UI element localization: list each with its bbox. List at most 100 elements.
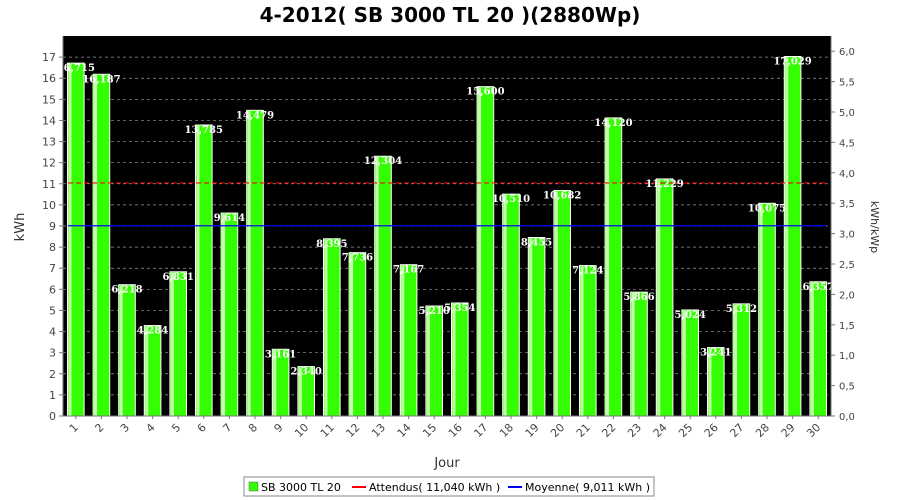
y2-tick-label: 2,0 bbox=[839, 290, 855, 301]
bar-highlight bbox=[606, 118, 610, 417]
data-label: 5,024 bbox=[675, 310, 706, 321]
y2-tick-label: 0,5 bbox=[839, 382, 855, 393]
x-tick-label: 20 bbox=[548, 421, 567, 440]
x-tick-label: 28 bbox=[753, 421, 772, 440]
data-label: 8,395 bbox=[316, 239, 347, 250]
y-tick-label: 17 bbox=[42, 51, 56, 64]
plot-area: 012345678910111213141516170,00,51,01,52,… bbox=[42, 36, 855, 440]
legend-label: Attendus( 11,040 kWh ) bbox=[369, 481, 500, 494]
data-label: 6,831 bbox=[163, 272, 194, 283]
y-tick-label: 8 bbox=[49, 241, 56, 254]
x-tick-label: 15 bbox=[420, 421, 439, 440]
y2-tick-label: 4,5 bbox=[839, 138, 855, 149]
x-tick-label: 11 bbox=[318, 421, 337, 440]
bar-highlight bbox=[375, 157, 379, 416]
data-label: 6,357 bbox=[803, 282, 834, 293]
y-tick-label: 13 bbox=[42, 136, 56, 149]
x-tick-label: 18 bbox=[497, 421, 516, 440]
bar-highlight bbox=[657, 179, 661, 416]
data-label: 10,510 bbox=[492, 194, 530, 205]
bar-highlight bbox=[810, 282, 814, 416]
y2-tick-label: 4,0 bbox=[839, 169, 855, 180]
y-tick-label: 11 bbox=[42, 178, 56, 191]
x-tick-label: 1 bbox=[67, 421, 81, 435]
y-tick-label: 3 bbox=[49, 347, 56, 360]
y2-tick-label: 0,0 bbox=[839, 412, 855, 423]
bar-highlight bbox=[759, 204, 763, 416]
y-tick-label: 12 bbox=[42, 157, 56, 170]
x-tick-label: 17 bbox=[471, 421, 490, 440]
bar-highlight bbox=[426, 307, 430, 416]
data-label: 7,736 bbox=[342, 253, 373, 264]
data-label: 12,304 bbox=[364, 156, 402, 167]
bar-highlight bbox=[734, 304, 738, 416]
bar-highlight bbox=[682, 310, 686, 416]
bar-highlight bbox=[529, 238, 533, 416]
bar-highlight bbox=[273, 350, 277, 416]
x-tick-label: 19 bbox=[523, 421, 542, 440]
data-label: 4,284 bbox=[137, 326, 168, 337]
y2-tick-label: 1,0 bbox=[839, 351, 855, 362]
x-tick-label: 2 bbox=[92, 421, 106, 435]
bar-highlight bbox=[170, 272, 174, 416]
data-label: 10,075 bbox=[748, 203, 786, 214]
bar-highlight bbox=[478, 87, 482, 417]
legend-label: Moyenne( 9,011 kWh ) bbox=[525, 481, 650, 494]
data-label: 15,600 bbox=[466, 87, 504, 98]
y-tick-label: 10 bbox=[42, 199, 56, 212]
data-label: 3,241 bbox=[700, 348, 731, 359]
chart-title: 4-2012( SB 3000 TL 20 )(2880Wp) bbox=[260, 3, 641, 27]
x-tick-label: 13 bbox=[369, 421, 388, 440]
bar-highlight bbox=[503, 195, 507, 416]
data-label: 7,167 bbox=[393, 265, 424, 276]
bar-highlight bbox=[247, 111, 251, 417]
bar-highlight bbox=[350, 253, 354, 416]
data-label: 10,682 bbox=[543, 190, 581, 201]
bar-highlight bbox=[452, 303, 456, 416]
y-tick-label: 9 bbox=[49, 220, 56, 233]
y-tick-label: 4 bbox=[49, 326, 56, 339]
y-tick-label: 5 bbox=[49, 304, 56, 317]
data-label: 16,187 bbox=[82, 74, 120, 85]
y2-axis-label: kWh/kWp bbox=[868, 201, 881, 253]
y-tick-label: 2 bbox=[49, 368, 56, 381]
y-tick-label: 0 bbox=[49, 410, 56, 423]
x-tick-label: 22 bbox=[599, 421, 618, 440]
y2-tick-label: 6,0 bbox=[839, 47, 855, 58]
x-tick-label: 30 bbox=[804, 421, 823, 440]
x-tick-label: 25 bbox=[676, 421, 695, 440]
data-label: 16,715 bbox=[57, 63, 95, 74]
bar-highlight bbox=[401, 265, 405, 416]
data-label: 5,866 bbox=[623, 292, 654, 303]
y2-tick-label: 5,0 bbox=[839, 108, 855, 119]
data-label: 17,029 bbox=[773, 56, 811, 67]
data-label: 7,124 bbox=[572, 266, 603, 277]
x-tick-label: 7 bbox=[220, 421, 234, 435]
y2-tick-label: 2,5 bbox=[839, 260, 855, 271]
y-tick-label: 6 bbox=[49, 283, 56, 296]
data-label: 11,229 bbox=[645, 179, 683, 190]
x-tick-label: 24 bbox=[651, 421, 670, 440]
x-tick-label: 29 bbox=[779, 421, 798, 440]
bar-highlight bbox=[580, 266, 584, 416]
x-tick-label: 27 bbox=[727, 421, 746, 440]
bar-highlight bbox=[145, 326, 149, 416]
legend-swatch bbox=[248, 481, 259, 492]
x-tick-label: 10 bbox=[292, 421, 311, 440]
x-tick-label: 14 bbox=[395, 421, 414, 440]
data-label: 14,479 bbox=[236, 110, 274, 121]
x-tick-label: 4 bbox=[144, 421, 158, 435]
y-tick-label: 15 bbox=[42, 93, 56, 106]
y-tick-label: 1 bbox=[49, 389, 56, 402]
data-label: 9,614 bbox=[214, 213, 245, 224]
bar-highlight bbox=[119, 285, 123, 416]
x-axis-label: Jour bbox=[433, 456, 460, 471]
data-label: 13,785 bbox=[185, 125, 223, 136]
bar-highlight bbox=[324, 239, 328, 416]
x-tick-label: 23 bbox=[625, 421, 644, 440]
bar-highlight bbox=[631, 293, 635, 416]
x-tick-label: 12 bbox=[343, 421, 362, 440]
data-label: 8,455 bbox=[521, 238, 552, 249]
bar-highlight bbox=[68, 64, 72, 416]
